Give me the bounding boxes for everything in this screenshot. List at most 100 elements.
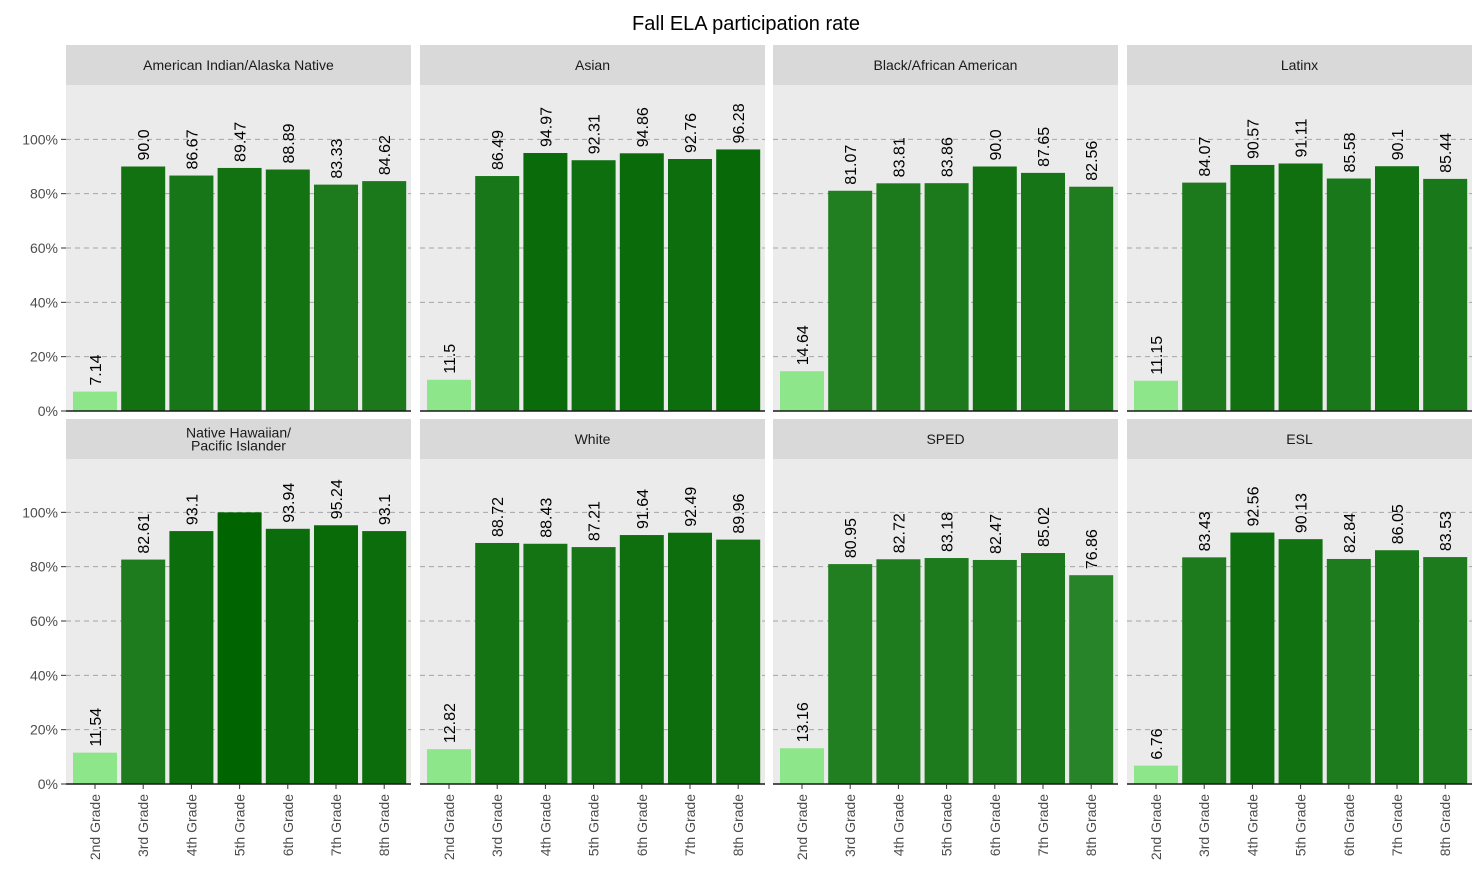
x-tick-label: 5th Grade: [232, 794, 248, 856]
x-tick-label: 4th Grade: [183, 794, 199, 856]
x-tick-label: 4th Grade: [1244, 794, 1260, 856]
data-label: 88.43: [538, 498, 555, 538]
data-label: 83.33: [329, 138, 346, 178]
y-tick-label: 80%: [30, 186, 58, 202]
bar: [362, 181, 407, 411]
bar: [1326, 178, 1371, 411]
facet-strip: [1127, 419, 1472, 459]
bar: [523, 152, 568, 411]
data-label: 84.07: [1197, 136, 1214, 176]
y-tick-label: 80%: [30, 559, 58, 575]
bar: [475, 542, 520, 784]
y-tick-label: 20%: [30, 722, 58, 738]
bar: [619, 153, 664, 411]
x-tick-label: 4th Grade: [537, 794, 553, 856]
x-tick-label: 2nd Grade: [794, 794, 810, 860]
x-tick-label: 8th Grade: [376, 794, 392, 856]
data-label: 11.15: [1149, 336, 1166, 375]
facet-strip-label: Black/African American: [874, 57, 1018, 73]
bar: [523, 543, 568, 784]
bar: [1021, 553, 1065, 784]
bar: [1134, 765, 1178, 784]
x-tick-label: 7th Grade: [328, 794, 344, 856]
bar: [619, 535, 664, 784]
facet-strip-label: Native Hawaiian/: [186, 425, 291, 441]
y-tick-label: 60%: [30, 613, 58, 629]
bar: [1069, 186, 1114, 411]
bar: [668, 532, 712, 784]
bar: [780, 371, 824, 411]
x-tick-label: 3rd Grade: [842, 794, 858, 857]
data-label: 90.0: [136, 129, 153, 160]
data-label: 90.1: [1390, 129, 1407, 160]
data-label: 86.67: [184, 129, 201, 169]
panel-black-african-american: Black/African American 14.64 81.07 83.81 83.…: [773, 45, 1118, 412]
bar: [362, 531, 407, 784]
bar: [121, 166, 166, 411]
facet-panels: American Indian/Alaska Native 0% 20% 40% 60%…: [22, 45, 1472, 860]
bar: [1278, 163, 1323, 411]
bar: [121, 559, 166, 784]
bar: [1326, 558, 1371, 784]
data-label: 85.02: [1036, 507, 1053, 547]
bar: [1423, 178, 1468, 411]
data-label: 88.89: [281, 123, 298, 163]
data-label: 93.1: [377, 494, 394, 525]
x-tick-label: 3rd Grade: [489, 794, 505, 857]
bar: [828, 190, 873, 411]
data-label: 90.13: [1294, 493, 1311, 533]
data-label: 92.49: [683, 487, 700, 527]
data-label: 82.61: [136, 513, 153, 553]
data-label: 86.49: [490, 130, 507, 170]
data-label: 92.76: [683, 113, 700, 153]
bar: [716, 539, 761, 784]
x-tick-label: 4th Grade: [890, 794, 906, 856]
data-label: 93.1: [184, 494, 201, 525]
y-tick-label: 100%: [22, 504, 58, 520]
x-tick-label: 7th Grade: [1389, 794, 1405, 856]
bar: [73, 752, 117, 784]
bar: [924, 183, 969, 411]
facet-strip-label: Asian: [575, 57, 610, 73]
data-label: 91.11: [1294, 119, 1311, 158]
bar: [1182, 557, 1227, 784]
data-label: 82.72: [891, 513, 908, 553]
x-tick-label: 3rd Grade: [1196, 794, 1212, 857]
data-label: 85.44: [1438, 133, 1455, 173]
bar: [1021, 172, 1065, 411]
data-label: 83.53: [1438, 511, 1455, 551]
bar: [1375, 550, 1419, 784]
x-tick-label: 5th Grade: [586, 794, 602, 856]
bar: [265, 169, 310, 411]
bar: [1230, 164, 1275, 411]
data-label: 76.86: [1084, 529, 1101, 569]
data-label: 12.82: [442, 703, 459, 743]
data-label: 83.18: [940, 512, 957, 552]
bar: [169, 531, 214, 784]
bar: [716, 149, 761, 411]
data-label: 81.07: [843, 145, 860, 185]
bar: [1278, 539, 1323, 784]
x-tick-label: 6th Grade: [987, 794, 1003, 856]
bar: [668, 159, 712, 411]
chart-title: Fall ELA participation rate: [632, 13, 860, 35]
x-tick-label: 5th Grade: [939, 794, 955, 856]
panel-sped: SPED 13.16 80.95 82.72 83.18 82.47 85.02 76.86 2…: [773, 419, 1118, 860]
data-label: 80.95: [843, 518, 860, 558]
panel-white: White 12.82 88.72 88.43 87.21 91.64 92.49 89.96…: [420, 419, 765, 860]
facet-strip-label: Latinx: [1281, 57, 1318, 73]
facet-strip: [66, 419, 411, 459]
data-label: 86.05: [1390, 504, 1407, 544]
x-tick-label: 3rd Grade: [135, 794, 151, 857]
y-tick-label: 0%: [38, 403, 58, 419]
x-tick-label: 6th Grade: [1341, 794, 1357, 856]
facet-strip-label: American Indian/Alaska Native: [143, 57, 334, 73]
data-label: 6.76: [1149, 728, 1166, 759]
facet-strip-label: Pacific Islander: [191, 438, 286, 454]
bar: [314, 184, 358, 411]
bar: [1375, 166, 1419, 411]
bar: [1069, 575, 1114, 784]
panel-american-indian-alaska-native: American Indian/Alaska Native 0% 20% 40% 60%…: [22, 45, 411, 419]
